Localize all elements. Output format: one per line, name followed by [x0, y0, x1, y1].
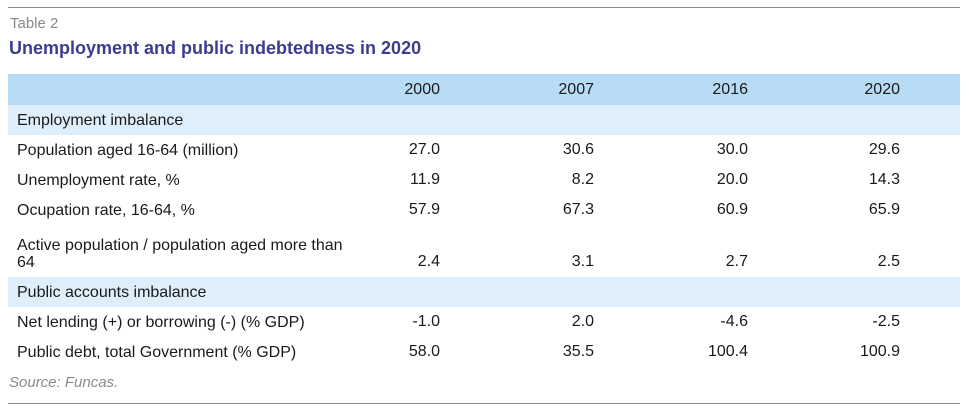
table-cell: 2.4 — [417, 253, 440, 270]
table-cell: 14.3 — [868, 171, 900, 188]
table-cell: -2.5 — [872, 313, 900, 330]
table-cell: -1.0 — [412, 313, 440, 330]
table-cell: -4.6 — [720, 313, 748, 330]
column-header: 2020 — [864, 80, 900, 98]
table-cell: 65.9 — [868, 201, 900, 218]
row-label: Ocupation rate, 16-64, % — [17, 201, 195, 219]
table-cell: 2.5 — [877, 253, 900, 270]
table-label: Table 2 — [10, 15, 59, 32]
table-row: Population aged 16-64 (million) 27.0 30.… — [8, 135, 960, 165]
table-cell: 100.9 — [859, 343, 900, 360]
data-table: 2000 2007 2016 2020 Employment imbalance… — [8, 74, 960, 367]
table-row: Net lending (+) or borrowing (-) (% GDP)… — [8, 307, 960, 337]
row-label: Net lending (+) or borrowing (-) (% GDP) — [17, 313, 305, 331]
row-label: Unemployment rate, % — [17, 171, 180, 189]
table-cell: 11.9 — [410, 171, 440, 188]
table-cell: 2.7 — [725, 253, 748, 270]
section-row-public-accounts: Public accounts imbalance — [8, 277, 960, 307]
table-cell: 58.0 — [408, 343, 440, 360]
row-label: Population aged 16-64 (million) — [17, 141, 239, 159]
column-header: 2000 — [404, 80, 440, 98]
section-label: Public accounts imbalance — [17, 283, 207, 301]
table-row: Unemployment rate, % 11.9 8.2 20.0 14.3 — [8, 165, 960, 195]
table-row: Ocupation rate, 16-64, % 57.9 67.3 60.9 … — [8, 195, 960, 225]
column-header: 2007 — [558, 80, 594, 98]
table-cell: 57.9 — [408, 201, 440, 218]
table-cell: 30.0 — [716, 141, 748, 158]
table-title: Unemployment and public indebtedness in … — [9, 38, 422, 58]
bottom-rule — [8, 403, 960, 404]
table-cell: 67.3 — [562, 201, 594, 218]
table-row: Public debt, total Government (% GDP) 58… — [8, 337, 960, 367]
table-cell: 30.6 — [562, 141, 594, 158]
table-cell: 35.5 — [562, 343, 594, 360]
table-cell: 60.9 — [716, 201, 748, 218]
table-cell: 8.2 — [571, 171, 594, 188]
section-row-employment: Employment imbalance — [8, 105, 960, 135]
section-label: Employment imbalance — [17, 111, 184, 129]
row-label: Active population / population aged more… — [17, 237, 343, 271]
table-cell: 100.4 — [707, 343, 748, 360]
column-header: 2016 — [712, 80, 748, 98]
table-cell: 3.1 — [571, 253, 594, 270]
row-label: Public debt, total Government (% GDP) — [17, 343, 297, 361]
table-cell: 20.0 — [716, 171, 748, 188]
table-cell: 27.0 — [408, 141, 440, 158]
table-header-row: 2000 2007 2016 2020 — [8, 74, 960, 105]
table-cell: 29.6 — [868, 141, 900, 158]
source-note: Source: Funcas. — [9, 374, 119, 391]
top-rule — [8, 7, 960, 8]
table-row: Active population / population aged more… — [8, 225, 960, 277]
table-cell: 2.0 — [571, 313, 594, 330]
